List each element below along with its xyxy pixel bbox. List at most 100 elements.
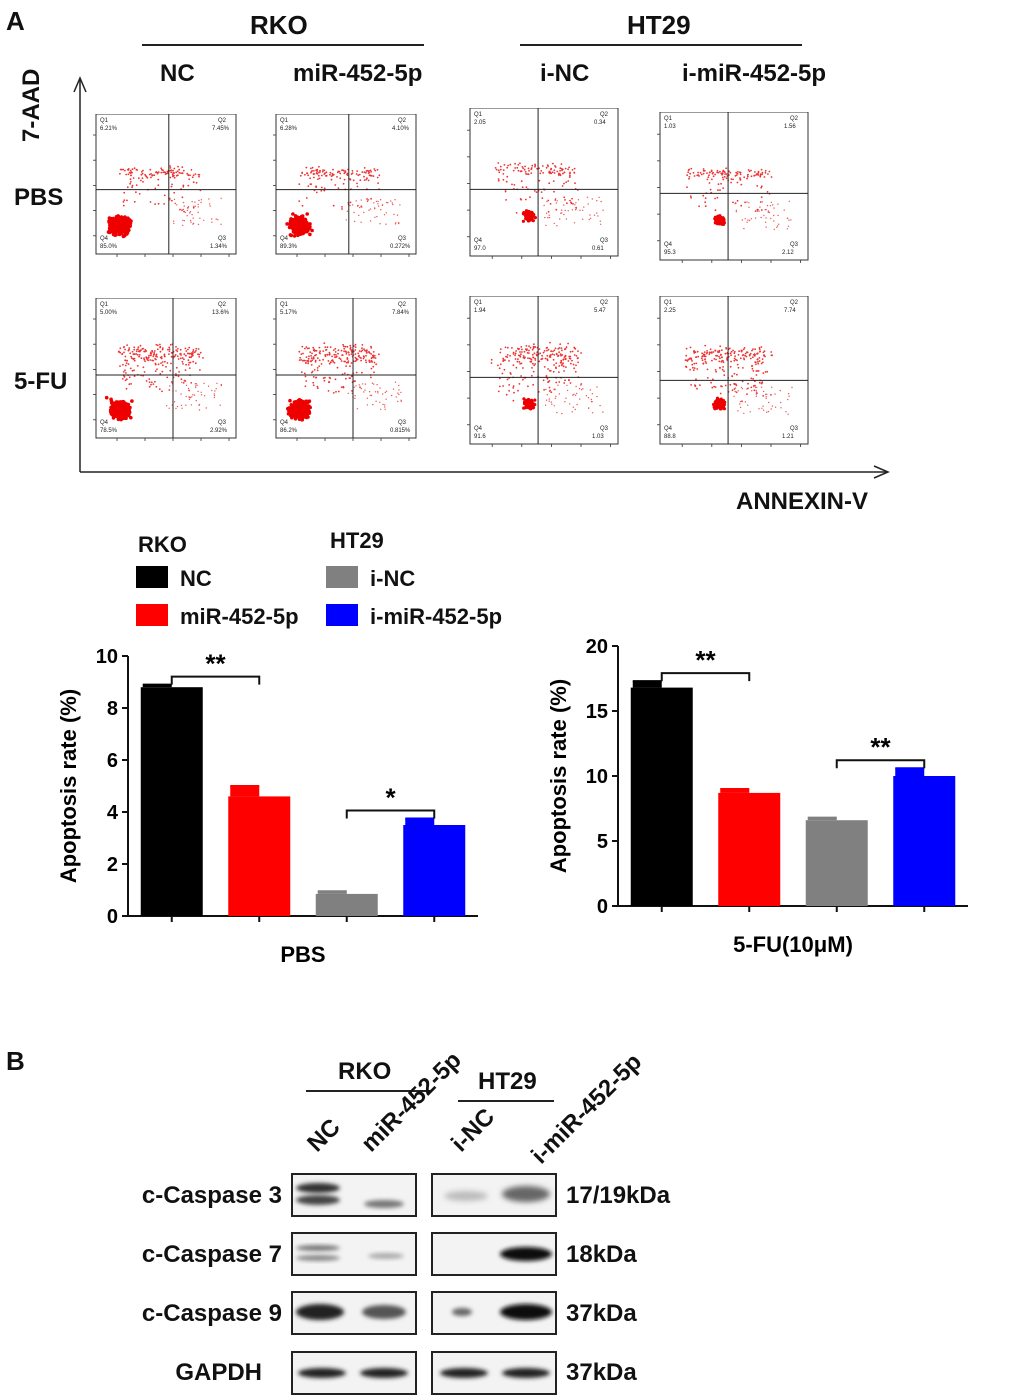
legend-label-mir: miR-452-5p bbox=[180, 604, 299, 629]
quad-value-q4: 89.3% bbox=[280, 244, 298, 250]
wb-rko-line bbox=[306, 1090, 430, 1092]
quad-value-q3: 1.21 bbox=[782, 434, 794, 440]
flow-plot-5: Q1 5.00% Q2 13.6% Q3 2.92% Q4 78.5% bbox=[93, 298, 237, 441]
y-tick-label: 0 bbox=[107, 906, 118, 928]
significance-label: * bbox=[385, 783, 396, 813]
panel-b-letter: B bbox=[6, 1046, 25, 1076]
y-axis-title: Apoptosis rate (%) bbox=[56, 689, 81, 883]
y-tick-label: 15 bbox=[586, 701, 608, 723]
error-bar bbox=[230, 786, 260, 797]
quad-value-q2: 1.56 bbox=[784, 124, 796, 130]
quad-value-q1: 5.17% bbox=[280, 310, 298, 316]
blot-casp3-rko bbox=[291, 1173, 417, 1217]
quad-value-q4: 85.0% bbox=[100, 244, 118, 250]
flow-axis-ticks bbox=[657, 317, 802, 447]
significance-bracket bbox=[660, 672, 751, 682]
flow-plot-3: Q1 2.05 Q2 0.34 Q3 0.61 Q4 97.0 bbox=[467, 108, 619, 259]
row-label-5fu: 5-FU bbox=[14, 368, 68, 395]
error-bar bbox=[720, 789, 750, 793]
quad-name-q1: Q1 bbox=[664, 300, 673, 306]
quad-value-q3: 1.03 bbox=[592, 434, 604, 440]
quad-value-q3: 0.272% bbox=[390, 244, 411, 250]
flow-plot-6: Q1 5.17% Q2 7.84% Q3 0.815% Q4 86.2% bbox=[273, 298, 417, 441]
quad-name-q4: Q4 bbox=[474, 426, 483, 432]
bar-mir-452-5p bbox=[228, 796, 291, 916]
legend-swatch-imir bbox=[326, 604, 358, 626]
lane-label-nc: NC bbox=[302, 1113, 346, 1158]
quad-value-q4: 91.6 bbox=[474, 434, 486, 440]
rko-header-line bbox=[142, 44, 424, 46]
flow-dots bbox=[106, 165, 222, 239]
legend-label-nc: NC bbox=[180, 566, 212, 591]
y-tick-label: 5 bbox=[597, 831, 608, 853]
quad-value-q1: 1.03 bbox=[664, 124, 676, 130]
quad-name-q3: Q3 bbox=[790, 242, 799, 248]
y-tick-label: 0 bbox=[597, 896, 608, 918]
quad-name-q3: Q3 bbox=[218, 236, 227, 242]
quad-name-q1: Q1 bbox=[100, 302, 109, 308]
flow-plot-4: Q1 1.03 Q2 1.56 Q3 2.12 Q4 95.3 bbox=[657, 112, 809, 263]
quad-name-q4: Q4 bbox=[664, 242, 673, 248]
quad-name-q3: Q3 bbox=[790, 426, 799, 432]
flow-axes bbox=[73, 76, 890, 479]
kda-gapdh: 37kDa bbox=[566, 1359, 637, 1386]
bar-i-nc bbox=[805, 820, 868, 906]
rko-header: RKO bbox=[250, 10, 308, 40]
error-bar bbox=[632, 681, 662, 688]
x-axis-title: 5-FU(10μM) bbox=[733, 932, 853, 957]
quad-value-q2: 7.74 bbox=[784, 308, 796, 314]
legend-label-imir: i-miR-452-5p bbox=[370, 604, 503, 629]
y-tick-label: 6 bbox=[107, 750, 118, 772]
flow-axis-ticks bbox=[273, 134, 410, 257]
y-axis-label-7aad: 7-AAD bbox=[18, 68, 45, 142]
quad-value-q3: 2.12 bbox=[782, 250, 794, 256]
error-bar bbox=[142, 684, 172, 688]
significance-label: ** bbox=[205, 649, 226, 679]
quad-name-q2: Q2 bbox=[218, 302, 227, 308]
col-label-mir: miR-452-5p bbox=[293, 60, 423, 87]
protein-label-casp3: c-Caspase 3 bbox=[141, 1182, 282, 1209]
quad-value-q1: 6.28% bbox=[280, 126, 298, 132]
flow-dots bbox=[286, 342, 402, 422]
wb-ht29-line bbox=[458, 1100, 554, 1102]
bar-nc bbox=[140, 687, 203, 916]
quad-value-q1: 5.00% bbox=[100, 310, 118, 316]
quad-name-q3: Q3 bbox=[600, 426, 609, 432]
y-tick-label: 20 bbox=[586, 636, 608, 658]
panel-a-letter: A bbox=[6, 6, 25, 36]
bar-nc bbox=[630, 687, 693, 906]
kda-casp3: 17/19kDa bbox=[566, 1182, 671, 1209]
quad-value-q4: 78.5% bbox=[100, 428, 118, 434]
error-bar bbox=[895, 768, 925, 776]
significance-label: ** bbox=[870, 732, 891, 762]
quad-value-q3: 0.61 bbox=[592, 246, 604, 252]
quad-name-q2: Q2 bbox=[398, 302, 407, 308]
quad-name-q3: Q3 bbox=[600, 238, 609, 244]
wb-rko-header: RKO bbox=[338, 1058, 392, 1085]
y-tick-label: 10 bbox=[586, 766, 608, 788]
quad-name-q1: Q1 bbox=[664, 116, 673, 122]
bar-mir-452-5p bbox=[718, 792, 781, 906]
wb-ht29-header: HT29 bbox=[478, 1068, 537, 1095]
quad-name-q1: Q1 bbox=[474, 300, 483, 306]
y-axis-title: Apoptosis rate (%) bbox=[546, 679, 571, 873]
significance-bracket bbox=[170, 675, 261, 685]
x-axis-label-annexin: ANNEXIN-V bbox=[736, 488, 869, 515]
row-label-pbs: PBS bbox=[14, 184, 64, 211]
flow-dots bbox=[285, 165, 401, 238]
error-bar bbox=[405, 818, 435, 825]
quad-name-q4: Q4 bbox=[664, 426, 673, 432]
flow-dots bbox=[490, 341, 604, 415]
flow-axis-ticks bbox=[467, 129, 612, 259]
col-label-nc: NC bbox=[160, 60, 195, 87]
protein-label-casp7: c-Caspase 7 bbox=[141, 1241, 282, 1268]
quad-name-q2: Q2 bbox=[218, 118, 227, 124]
ht29-header: HT29 bbox=[627, 10, 691, 40]
quad-value-q2: 4.10% bbox=[392, 126, 410, 132]
protein-label-gapdh: GAPDH bbox=[175, 1359, 262, 1386]
quad-value-q4: 95.3 bbox=[664, 250, 676, 256]
bar-i-nc bbox=[315, 893, 378, 916]
flow-axis-ticks bbox=[273, 318, 410, 441]
col-label-inc: i-NC bbox=[540, 60, 590, 87]
